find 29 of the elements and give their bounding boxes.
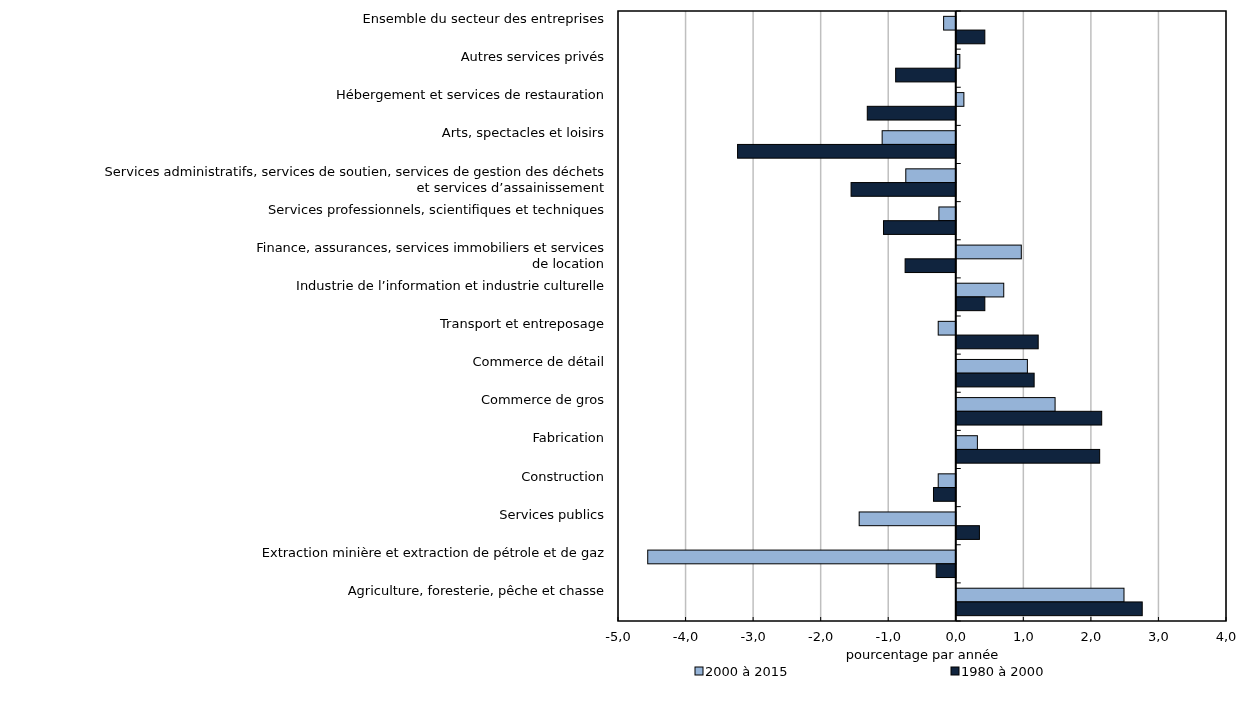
y-tick-label: Arts, spectacles et loisirs bbox=[441, 125, 605, 141]
y-tick-label: Ensemble du secteur des entreprises bbox=[362, 11, 605, 27]
x-tick-label: 3,0 bbox=[1148, 629, 1169, 644]
y-tick-label: Fabrication bbox=[532, 430, 604, 446]
x-tick-label: 2,0 bbox=[1080, 629, 1102, 644]
y-tick-label: Services publics bbox=[499, 506, 605, 522]
y-tick-label: Industrie de l’information et industrie culturelle bbox=[296, 277, 604, 293]
x-tick-label: 0,0 bbox=[945, 629, 967, 644]
x-axis-title: pourcentage par année bbox=[845, 647, 999, 662]
x-tick-label: -2,0 bbox=[807, 629, 834, 644]
y-tick-label: Autres services privés bbox=[460, 49, 605, 65]
x-tick-label: -5,0 bbox=[605, 629, 631, 644]
y-tick-label: Services professionnels, scientifiques et techniques bbox=[268, 201, 605, 217]
y-tick-label: Services administratifs, services de soutien, services de gestion des déchets et services d’assainissement bbox=[104, 163, 605, 195]
y-tick-label: Agriculture, foresterie, pêche et chasse bbox=[347, 582, 604, 598]
y-tick-label: Construction bbox=[521, 468, 604, 484]
y-tick-label: Commerce de détail bbox=[472, 354, 604, 370]
legend-label: 1980 à 2000 bbox=[961, 664, 1044, 679]
x-tick-label: -1,0 bbox=[875, 629, 901, 644]
x-tick-label: 1,0 bbox=[1012, 629, 1034, 644]
y-tick-label: Commerce de gros bbox=[480, 392, 605, 408]
y-tick-label: Extraction minière et extraction de pétrole et de gaz bbox=[261, 544, 605, 560]
y-tick-label: Transport et entreposage bbox=[439, 316, 604, 332]
x-tick-label: -3,0 bbox=[740, 629, 766, 644]
y-tick-label: Hébergement et services de restauration bbox=[336, 87, 604, 103]
y-tick-label: Finance, assurances, services immobiliers et services de location bbox=[256, 239, 605, 271]
legend-label: 2000 à 2015 bbox=[705, 664, 788, 679]
x-tick-label: -4,0 bbox=[672, 629, 699, 644]
x-tick-label: 4,0 bbox=[1215, 629, 1237, 644]
